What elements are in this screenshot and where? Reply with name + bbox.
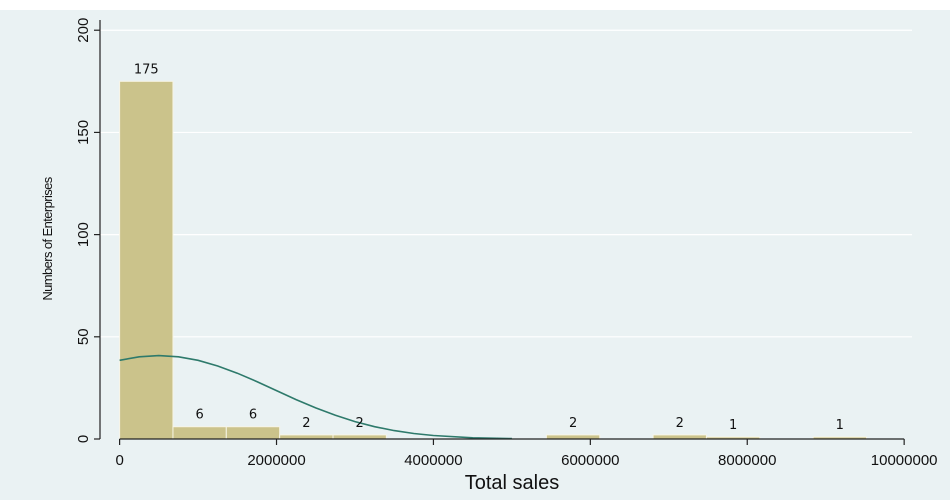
histogram-bar	[545, 434, 601, 440]
x-tick-label: 8000000	[718, 452, 776, 469]
histogram-bar	[172, 426, 227, 440]
bar-value-label: 2	[569, 416, 577, 431]
normal-density-curve	[119, 354, 512, 440]
histogram-bar	[279, 434, 334, 440]
top-strip	[0, 0, 950, 10]
histogram-bar	[652, 434, 707, 440]
histogram-bar	[332, 434, 387, 440]
y-tick-label: 150	[75, 120, 92, 145]
bar-value-label: 1	[729, 418, 737, 433]
bar-value-label: 1	[836, 418, 844, 433]
x-tick-label: 2000000	[247, 452, 305, 469]
bar-value-labels: 175 6 6 2 2 2 2 1 1	[134, 62, 844, 433]
axes: 0 50 100 150 200 0 2000000 4000000 6000000 800000…	[75, 18, 938, 469]
x-axis-label: Total sales	[465, 472, 560, 494]
histogram-bar	[225, 426, 281, 440]
bar-value-label: 2	[356, 416, 364, 431]
bar-value-label: 2	[676, 416, 684, 431]
y-tick-label: 100	[75, 222, 92, 247]
bar-value-label: 2	[302, 416, 310, 431]
grid-lines	[100, 29, 912, 338]
x-tick-label: 10000000	[871, 452, 938, 469]
bar-value-label: 175	[134, 62, 159, 77]
y-tick-label: 200	[75, 18, 92, 43]
x-tick-label: 0	[115, 452, 123, 469]
bar-value-label: 6	[195, 408, 203, 423]
y-axis-label: Numbers of Enterprises	[40, 176, 55, 300]
bar-value-label: 6	[249, 408, 257, 423]
bars	[119, 80, 867, 440]
histogram-bar	[119, 80, 174, 440]
y-tick-label: 0	[75, 435, 92, 443]
normal-curve-layer	[119, 354, 512, 440]
x-tick-label: 6000000	[561, 452, 619, 469]
y-tick-label: 50	[75, 328, 92, 345]
x-tick-label: 4000000	[404, 452, 462, 469]
